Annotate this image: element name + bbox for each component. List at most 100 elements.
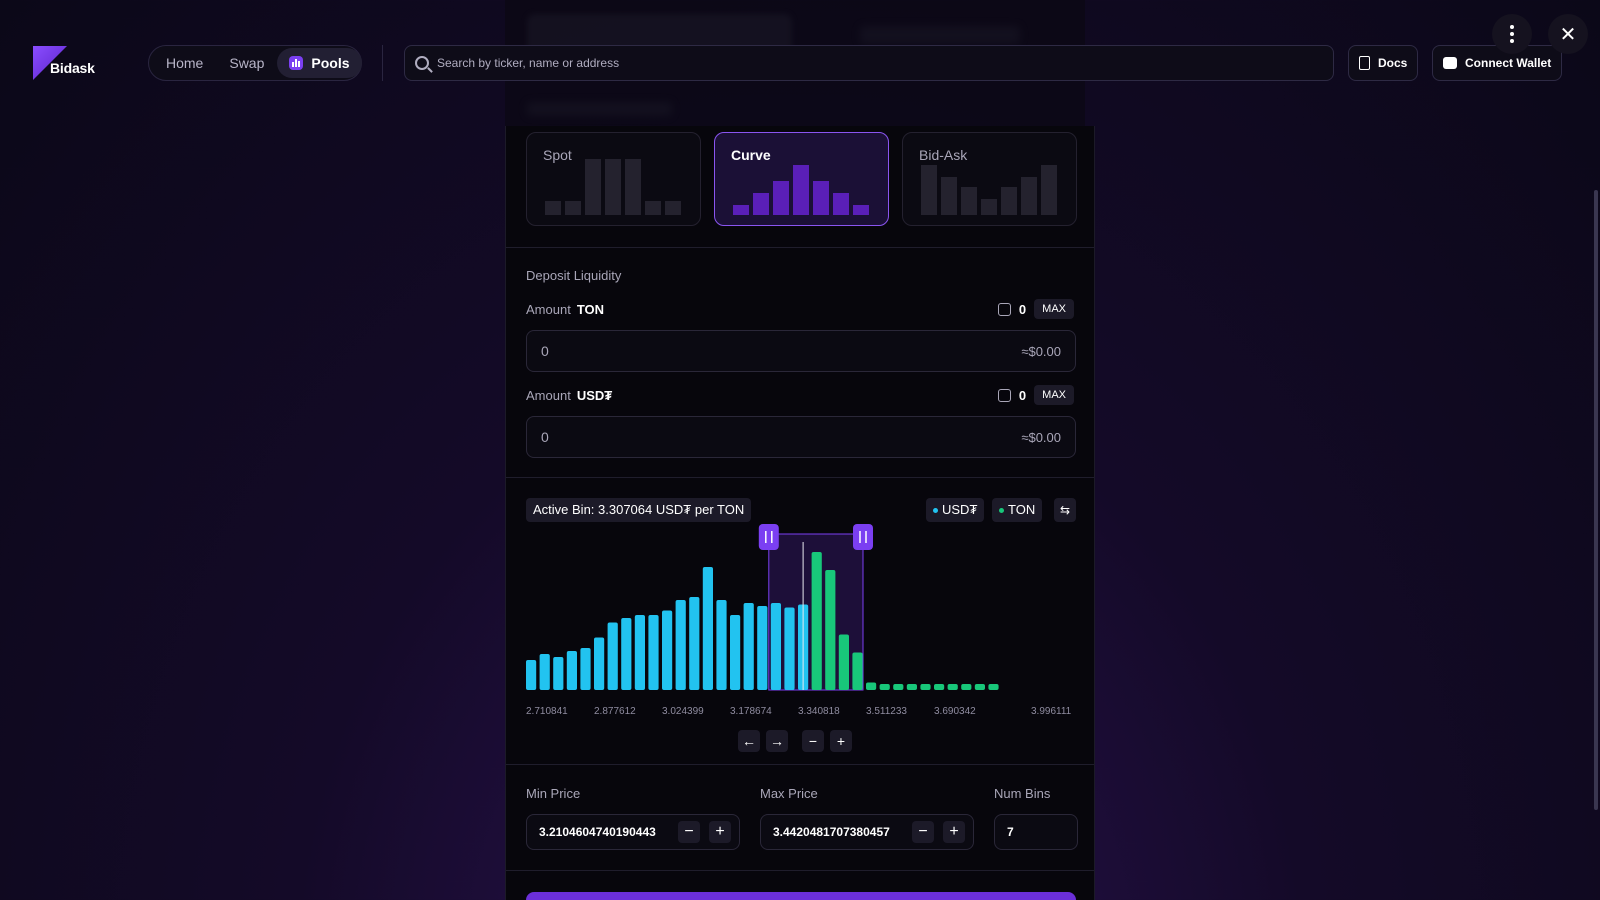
divider xyxy=(506,764,1094,765)
bin-bar[interactable] xyxy=(689,597,700,690)
docs-button[interactable]: Docs xyxy=(1348,45,1419,81)
bin-bar[interactable] xyxy=(526,660,537,690)
max-price-increment-icon[interactable]: + xyxy=(943,821,965,843)
legend-usdt-label: USD₮ xyxy=(942,502,978,517)
bin-bar[interactable] xyxy=(852,652,863,691)
ton-amount-value: 0 xyxy=(541,343,549,359)
bin-bar[interactable] xyxy=(580,648,591,690)
divider xyxy=(506,870,1094,871)
pan-left-icon[interactable]: ← xyxy=(738,730,760,752)
x-tick-label: 3.690342 xyxy=(934,706,976,717)
bin-bar[interactable] xyxy=(920,684,931,690)
bin-bar[interactable] xyxy=(879,684,890,690)
pan-right-icon[interactable]: → xyxy=(766,730,788,752)
bin-bar[interactable] xyxy=(621,618,632,690)
shape-bar xyxy=(545,201,561,215)
ton-max-button[interactable]: MAX xyxy=(1034,299,1074,319)
shape-bar xyxy=(833,193,849,215)
bin-bar[interactable] xyxy=(893,684,904,690)
bin-bar[interactable] xyxy=(743,603,754,690)
app-header: Bidask Home Swap Pools Search by ticker,… xyxy=(0,0,1600,126)
blurred-tab xyxy=(860,26,1020,44)
document-icon xyxy=(1359,56,1370,70)
shape-bar xyxy=(961,187,977,215)
x-tick-label: 3.340818 xyxy=(798,706,840,717)
zoom-in-icon[interactable]: + xyxy=(830,730,852,752)
shape-bar xyxy=(773,181,789,215)
close-icon[interactable]: ✕ xyxy=(1548,14,1588,54)
bin-bar[interactable] xyxy=(784,607,795,691)
bin-bar[interactable] xyxy=(648,615,659,690)
bin-bar[interactable] xyxy=(757,606,768,690)
bin-bar[interactable] xyxy=(607,622,618,691)
logo-text: Bidask xyxy=(50,60,95,76)
usdt-amount-input[interactable]: 0 ≈$0.00 xyxy=(526,416,1076,458)
nav-pools[interactable]: Pools xyxy=(277,48,362,78)
bin-bar[interactable] xyxy=(974,684,985,690)
zoom-out-icon[interactable]: − xyxy=(802,730,824,752)
max-price-decrement-icon[interactable]: − xyxy=(912,821,934,843)
ton-amount-input[interactable]: 0 ≈$0.00 xyxy=(526,330,1076,372)
add-liquidity-button[interactable] xyxy=(526,892,1076,900)
swap-direction-icon[interactable]: ⇆ xyxy=(1054,498,1076,522)
blurred-section-title xyxy=(527,102,672,116)
x-tick-label: 3.178674 xyxy=(730,706,772,717)
max-price-input[interactable]: 3.4420481707380457 − + xyxy=(760,814,974,850)
num-bins-input[interactable]: 7 xyxy=(994,814,1078,850)
range-handle-left[interactable] xyxy=(758,524,779,550)
bin-bar[interactable] xyxy=(947,684,958,690)
bin-bar[interactable] xyxy=(866,682,877,691)
nav-home[interactable]: Home xyxy=(166,55,204,71)
main-nav: Home Swap Pools xyxy=(148,45,362,81)
range-handle-right[interactable] xyxy=(853,524,873,550)
bin-bar[interactable] xyxy=(730,615,741,690)
bin-bar[interactable] xyxy=(838,634,849,691)
bin-bar[interactable] xyxy=(594,637,605,691)
x-tick-label: 2.710841 xyxy=(526,706,568,717)
bin-bar[interactable] xyxy=(770,603,781,690)
more-options-icon[interactable] xyxy=(1492,14,1532,54)
bin-bar[interactable] xyxy=(634,615,645,690)
shape-bar xyxy=(585,159,601,215)
shape-bid-ask[interactable]: Bid-Ask xyxy=(902,132,1077,226)
bin-bar[interactable] xyxy=(825,570,836,690)
shape-curve-label: Curve xyxy=(731,147,771,163)
usdt-dot-icon xyxy=(933,507,938,513)
search-input[interactable]: Search by ticker, name or address xyxy=(404,45,1334,81)
shape-curve[interactable]: Curve xyxy=(714,132,889,226)
bin-bar[interactable] xyxy=(811,552,822,690)
bin-bar[interactable] xyxy=(961,684,972,690)
usdt-usd-value: ≈$0.00 xyxy=(1021,429,1061,445)
shape-bar xyxy=(1041,165,1057,215)
min-price-decrement-icon[interactable]: − xyxy=(678,821,700,843)
usdt-max-button[interactable]: MAX xyxy=(1034,385,1074,405)
liquidity-bin-chart[interactable] xyxy=(526,524,1076,696)
amount-usdt-row: Amount USD₮ 0 MAX xyxy=(526,384,1074,406)
search-icon xyxy=(415,56,429,70)
bin-bar[interactable] xyxy=(566,651,577,690)
nav-pools-label: Pools xyxy=(311,55,350,71)
connect-wallet-button[interactable]: Connect Wallet xyxy=(1432,45,1563,81)
bidask-logo[interactable]: Bidask xyxy=(33,46,97,80)
amount-usdt-symbol: USD₮ xyxy=(576,387,613,403)
shape-bar xyxy=(1001,187,1017,215)
bin-bar[interactable] xyxy=(716,600,727,690)
nav-swap[interactable]: Swap xyxy=(229,55,265,71)
bin-bar[interactable] xyxy=(539,654,550,690)
bin-bar[interactable] xyxy=(702,567,713,690)
bin-bar[interactable] xyxy=(675,600,686,690)
bin-bar[interactable] xyxy=(906,684,917,690)
min-price-input[interactable]: 3.2104604740190443 − + xyxy=(526,814,740,850)
scrollbar-thumb[interactable] xyxy=(1594,190,1598,810)
min-price-increment-icon[interactable]: + xyxy=(709,821,731,843)
shape-bid-ask-bars xyxy=(921,165,1057,215)
bin-bar[interactable] xyxy=(934,684,945,690)
bin-bar[interactable] xyxy=(553,657,564,690)
shape-bar xyxy=(981,199,997,215)
search-placeholder: Search by ticker, name or address xyxy=(437,56,620,70)
num-bins-label: Num Bins xyxy=(994,786,1051,801)
bin-bar[interactable] xyxy=(662,610,673,691)
docs-label: Docs xyxy=(1378,56,1408,70)
shape-spot[interactable]: Spot xyxy=(526,132,701,226)
bin-bar[interactable] xyxy=(988,684,999,690)
